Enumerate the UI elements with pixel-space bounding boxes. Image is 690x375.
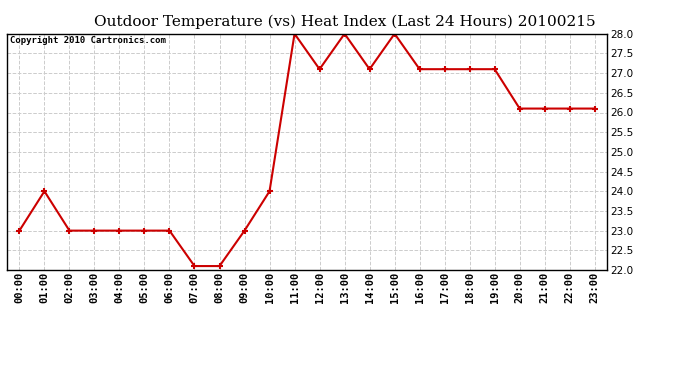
- Text: Outdoor Temperature (vs) Heat Index (Last 24 Hours) 20100215: Outdoor Temperature (vs) Heat Index (Las…: [95, 15, 595, 29]
- Text: Copyright 2010 Cartronics.com: Copyright 2010 Cartronics.com: [10, 36, 166, 45]
